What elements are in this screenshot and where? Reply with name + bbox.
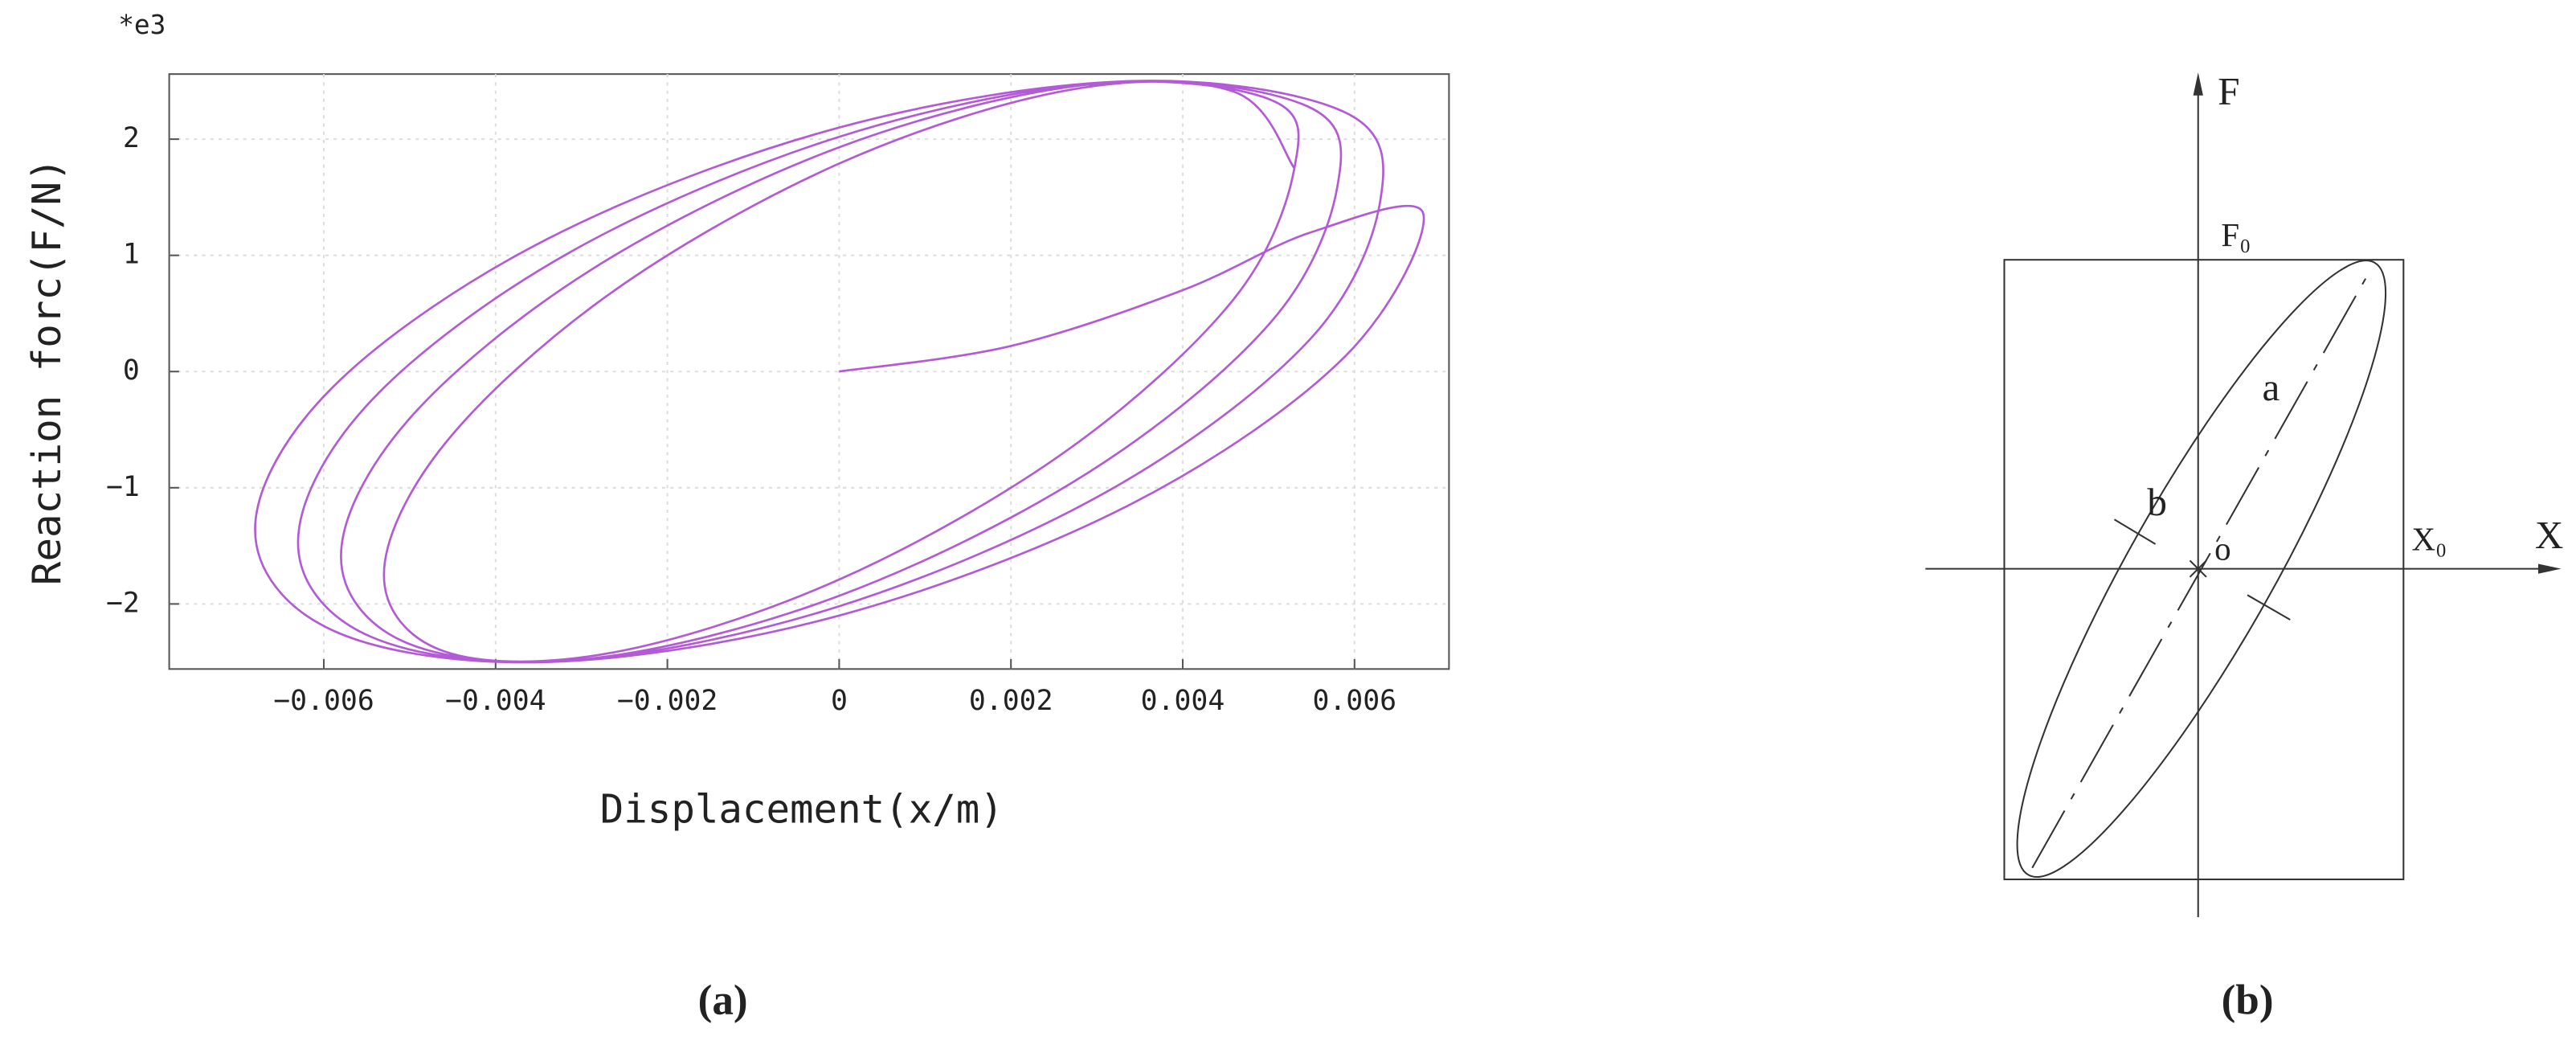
y-tick-label: 0 — [123, 354, 140, 387]
y-tick-label: 2 — [123, 122, 140, 154]
diagram-label: F₀ — [2221, 217, 2251, 253]
y-tick-label: −2 — [106, 587, 140, 619]
caption: (a) — [698, 977, 748, 1024]
origin-mark — [2189, 559, 2207, 578]
x-tick-label: −0.004 — [445, 685, 546, 717]
diagram-label: X — [2535, 513, 2563, 557]
x-tick-label: 0 — [831, 685, 848, 717]
x-tick-label: 0.002 — [969, 685, 1053, 717]
x-tick-label: −0.002 — [617, 685, 718, 717]
x-tick-label: 0.004 — [1141, 685, 1225, 717]
y-axis-label: Reaction forc(F/N) — [23, 158, 70, 585]
y-scale-label: *e3 — [118, 10, 166, 40]
arrow — [2193, 72, 2203, 96]
diagram-label: X₀ — [2412, 521, 2447, 557]
major-axis — [2031, 268, 2372, 869]
diagram-label: F — [2218, 69, 2239, 113]
diagram — [1925, 79, 2555, 918]
diagram-label: b — [2147, 480, 2167, 524]
diagram-label: o — [2214, 531, 2230, 567]
x-tick-label: −0.006 — [273, 685, 374, 717]
y-tick-label: −1 — [106, 471, 140, 503]
arrow — [2537, 563, 2562, 574]
minor-axis — [2247, 594, 2291, 621]
y-tick-label: 1 — [123, 239, 140, 271]
x-axis-label: Displacement(x/m) — [600, 786, 1004, 833]
caption: (b) — [2222, 977, 2274, 1024]
x-tick-label: 0.006 — [1312, 685, 1396, 717]
minor-axis — [2113, 518, 2157, 545]
diagram-label: a — [2262, 365, 2280, 409]
data-line — [254, 80, 1425, 664]
